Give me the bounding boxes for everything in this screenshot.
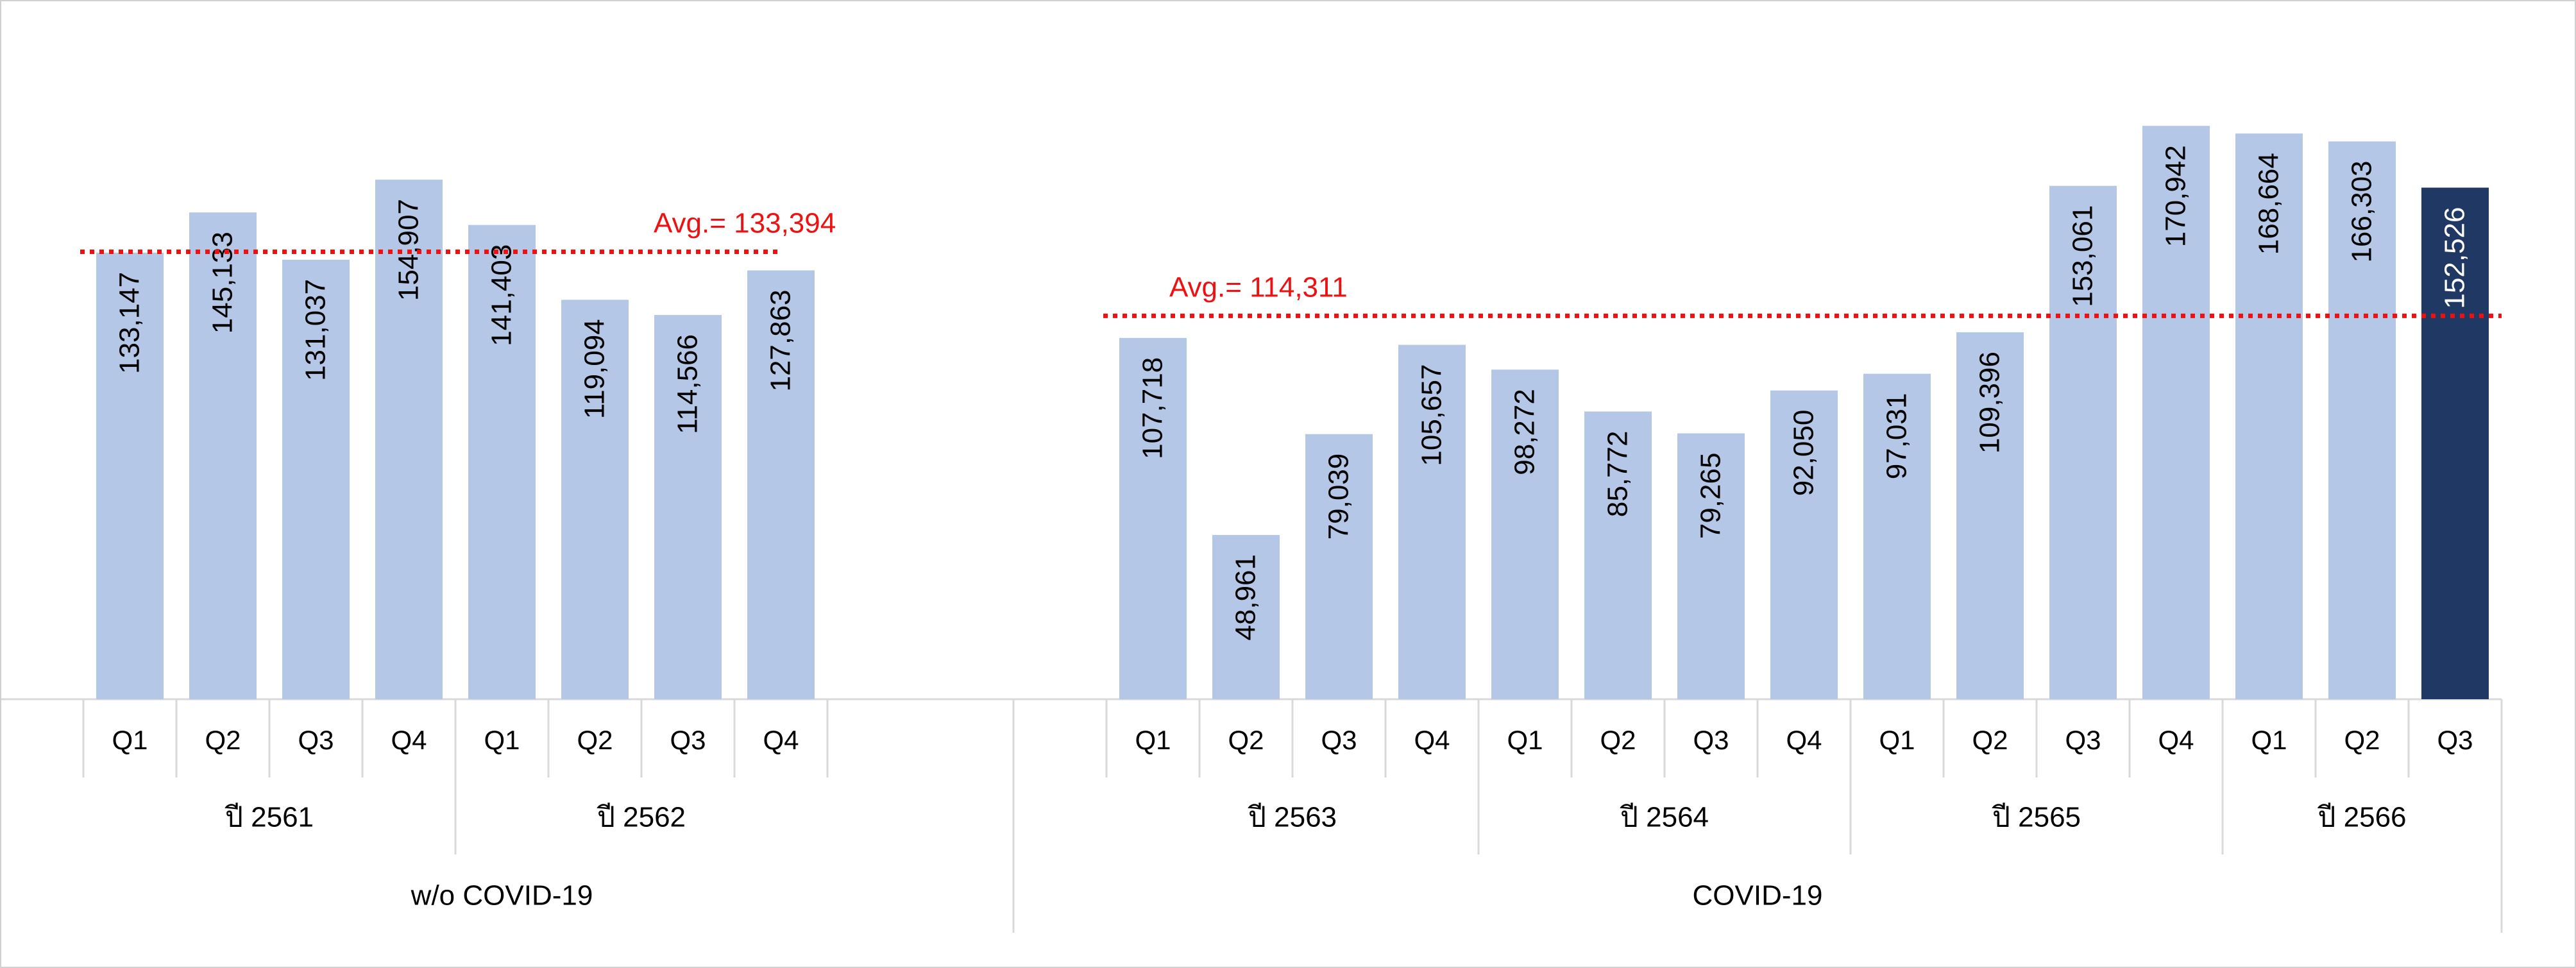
data-label: 92,050 — [1788, 410, 1820, 497]
data-label: 152,526 — [2439, 207, 2471, 309]
bar — [2328, 141, 2396, 699]
group-label: COVID-19 — [1693, 880, 1823, 912]
quarter-label: Q4 — [2158, 725, 2194, 755]
quarter-label: Q1 — [2251, 725, 2287, 755]
quarter-label: Q1 — [1507, 725, 1543, 755]
bar — [2049, 185, 2117, 700]
data-label: 107,718 — [1137, 357, 1169, 459]
data-label: 145,133 — [207, 232, 239, 334]
bar — [2421, 187, 2489, 699]
data-label: 48,961 — [1230, 554, 1262, 641]
quarter-label: Q1 — [484, 725, 520, 755]
year-label: ปี 2565 — [1992, 802, 2081, 833]
quarter-label: Q1 — [1135, 725, 1171, 755]
year-label: ปี 2561 — [225, 802, 314, 833]
quarter-label: Q3 — [298, 725, 334, 755]
average-label: Avg.= 114,311 — [1169, 271, 1348, 303]
quarter-label: Q3 — [2437, 725, 2473, 755]
quarter-label: Q4 — [1786, 725, 1822, 755]
bar — [561, 300, 629, 700]
group-label: w/o COVID-19 — [411, 880, 593, 912]
data-label: 105,657 — [1416, 364, 1448, 466]
year-label: ปี 2564 — [1620, 802, 1709, 833]
data-label: 109,396 — [1974, 352, 2006, 454]
year-label: ปี 2562 — [597, 802, 686, 833]
quarter-label: Q2 — [1600, 725, 1636, 755]
data-label: 141,403 — [486, 244, 518, 346]
data-label: 79,039 — [1323, 454, 1355, 540]
data-label: 153,061 — [2067, 205, 2099, 307]
data-label: 131,037 — [300, 279, 332, 381]
bar — [189, 212, 257, 699]
bar — [1491, 369, 1559, 699]
bar — [1212, 535, 1280, 699]
data-label: 168,664 — [2253, 153, 2285, 255]
data-label: 119,094 — [579, 319, 611, 419]
bar — [2142, 126, 2210, 700]
bar — [1119, 337, 1187, 699]
bar — [375, 180, 443, 699]
quarter-label: Q1 — [112, 725, 148, 755]
data-label: 98,272 — [1509, 389, 1541, 475]
bar — [96, 252, 164, 699]
year-label: ปี 2563 — [1248, 802, 1337, 833]
quarter-label: Q2 — [2344, 725, 2380, 755]
quarter-label: Q3 — [2065, 725, 2101, 755]
bar — [2235, 133, 2303, 699]
quarter-label: Q2 — [1228, 725, 1264, 755]
bar — [1305, 434, 1373, 699]
bar — [1584, 411, 1652, 699]
data-label: 166,303 — [2346, 160, 2378, 262]
data-label: 170,942 — [2160, 145, 2192, 247]
data-label: 85,772 — [1602, 431, 1634, 518]
year-label: ปี 2566 — [2317, 802, 2406, 833]
bar — [282, 259, 350, 700]
data-label: 79,265 — [1695, 453, 1727, 539]
quarter-label: Q1 — [1879, 725, 1915, 755]
bar — [468, 225, 536, 699]
bar — [747, 270, 815, 699]
quarter-label: Q2 — [1972, 725, 2008, 755]
data-label: 97,031 — [1881, 393, 1913, 480]
bar — [1770, 390, 1838, 699]
average-label: Avg.= 133,394 — [654, 208, 836, 239]
data-label: 114,566 — [672, 334, 704, 434]
bar — [1863, 373, 1931, 699]
quarter-label: Q2 — [577, 725, 613, 755]
data-label: 133,147 — [114, 272, 146, 374]
bar — [1677, 433, 1745, 699]
bar — [654, 314, 722, 699]
quarter-label: Q3 — [1321, 725, 1357, 755]
bar — [1398, 344, 1466, 699]
quarter-label: Q3 — [670, 725, 706, 755]
quarter-label: Q4 — [1414, 725, 1450, 755]
quarter-label: Q4 — [391, 725, 427, 755]
quarter-label: Q4 — [763, 725, 799, 755]
quarter-label: Q2 — [205, 725, 241, 755]
quarter-label: Q3 — [1693, 725, 1729, 755]
data-label: 127,863 — [765, 289, 797, 391]
bar — [1956, 332, 2024, 699]
